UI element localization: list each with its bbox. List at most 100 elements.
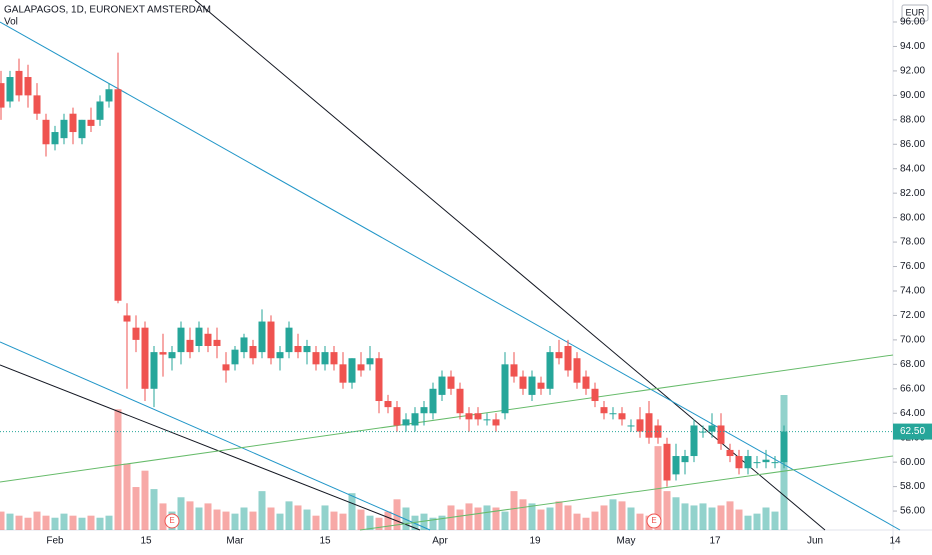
candle-body <box>447 376 455 389</box>
candles <box>0 52 788 487</box>
earnings-marker[interactable] <box>646 513 662 529</box>
volume-bar <box>339 513 347 530</box>
candle-body <box>465 413 473 420</box>
candle-body <box>186 339 194 353</box>
y-tick-label: 68.00 <box>900 359 925 370</box>
volume-bar <box>591 511 599 530</box>
volume-bar <box>159 503 167 530</box>
volume-bar <box>249 511 257 530</box>
trend-line <box>0 364 421 531</box>
candle-body <box>573 358 581 383</box>
candle-body <box>294 345 302 353</box>
y-tick-label: 76.00 <box>900 261 925 272</box>
x-tick-label: 15 <box>140 536 152 547</box>
candle-body <box>0 83 5 108</box>
volume-bar <box>456 509 464 530</box>
candle-body <box>690 425 698 457</box>
volume-bar <box>672 497 680 530</box>
candle-body <box>483 419 491 421</box>
trend-line <box>0 21 901 531</box>
volume-bar <box>582 517 590 530</box>
candle-body <box>96 101 104 120</box>
volume-bar <box>222 511 230 530</box>
candle-body <box>357 364 365 371</box>
candle-body <box>411 413 419 426</box>
candle-body <box>645 413 653 438</box>
volume-bar <box>690 505 698 530</box>
volume-bar <box>636 513 644 530</box>
candle-body <box>429 388 437 414</box>
volume-bar <box>51 517 59 530</box>
candle-body <box>609 413 617 415</box>
volume-bar <box>501 511 509 530</box>
volume-bar <box>258 491 266 530</box>
candle-body <box>87 119 95 126</box>
volume-bar <box>429 517 437 530</box>
candle-body <box>249 345 257 359</box>
y-tick-label: 66.00 <box>900 383 925 394</box>
candle-body <box>708 425 716 432</box>
y-tick-label: 92.00 <box>900 66 925 77</box>
volume-bar <box>123 463 131 530</box>
candle-body <box>564 345 572 371</box>
candle-body <box>600 407 608 414</box>
volume-bar <box>618 501 626 530</box>
y-tick-label: 90.00 <box>900 90 925 101</box>
candle-body <box>321 352 329 365</box>
candle-body <box>15 70 23 96</box>
volume-bar <box>294 505 302 530</box>
candle-body <box>168 352 176 359</box>
volume-bar <box>681 503 689 530</box>
volume-bar <box>762 507 770 530</box>
candle-body <box>231 349 239 365</box>
earnings-label[interactable]: E <box>651 516 656 525</box>
earnings-label[interactable]: E <box>169 516 174 525</box>
volume-bar <box>285 501 293 530</box>
volume-bar <box>0 511 5 530</box>
currency[interactable]: EUR <box>905 7 925 17</box>
candle-body <box>195 327 203 346</box>
candle-body <box>528 376 536 395</box>
candle-body <box>771 462 779 464</box>
candle-body <box>267 321 275 359</box>
candle-body <box>393 407 401 426</box>
volume-bar <box>204 503 212 530</box>
candle-body <box>303 345 311 353</box>
x-tick-label: May <box>617 536 636 547</box>
candle-body <box>285 327 293 353</box>
volume-bar <box>141 470 149 530</box>
volume-bar <box>483 505 491 530</box>
volume-bar <box>609 499 617 530</box>
candle-body <box>366 358 374 365</box>
volume-bar <box>276 513 284 530</box>
candle-body <box>78 119 86 139</box>
volume-bar <box>438 515 446 530</box>
currency-box[interactable] <box>901 4 929 22</box>
candle-body <box>213 339 221 346</box>
candle-body <box>555 352 563 359</box>
volume-bar <box>492 507 500 530</box>
trend-line <box>0 341 431 531</box>
volume-bar <box>195 507 203 530</box>
volume-bar <box>744 515 752 530</box>
trend-line <box>0 354 894 483</box>
last-price-box <box>893 423 932 440</box>
candle-body <box>222 364 230 371</box>
y-tick-label: 64.00 <box>900 408 925 419</box>
candle-body <box>744 456 752 469</box>
x-tick-label: Feb <box>46 536 64 547</box>
candle-body <box>474 413 482 420</box>
volume-bar <box>69 515 77 530</box>
candle-body <box>663 443 671 481</box>
candle-body <box>60 119 68 139</box>
y-tick-label: 80.00 <box>900 212 925 223</box>
volume-bar <box>6 513 14 530</box>
volume-bar <box>366 515 374 530</box>
x-tick-label: Mar <box>226 536 244 547</box>
volume-bar <box>519 499 527 530</box>
volume-label: Vol <box>4 17 18 28</box>
earnings-marker[interactable] <box>164 513 180 529</box>
candle-body <box>672 456 680 475</box>
candle-body <box>24 77 32 96</box>
volume-bar <box>60 513 68 530</box>
